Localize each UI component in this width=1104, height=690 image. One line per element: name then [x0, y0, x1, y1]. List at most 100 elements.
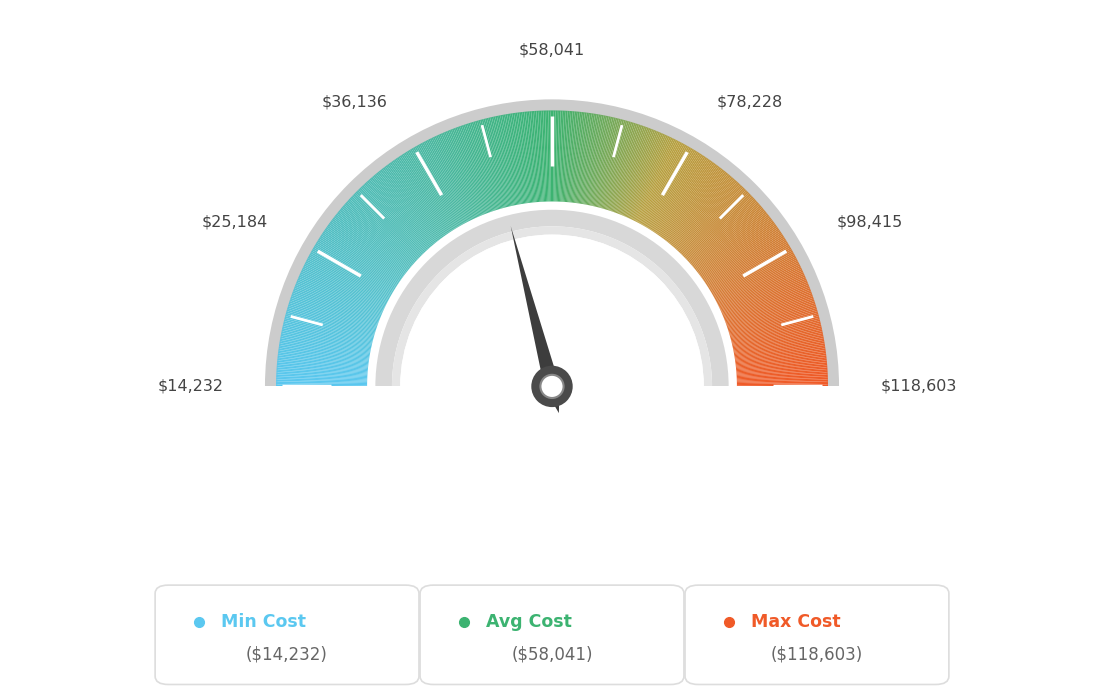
Wedge shape — [560, 110, 566, 201]
Wedge shape — [714, 255, 796, 299]
Wedge shape — [704, 230, 781, 282]
Wedge shape — [574, 112, 586, 203]
Wedge shape — [690, 203, 760, 264]
Wedge shape — [481, 119, 506, 208]
Wedge shape — [587, 116, 607, 205]
Wedge shape — [575, 112, 588, 203]
Wedge shape — [631, 137, 672, 220]
Wedge shape — [446, 131, 481, 216]
Wedge shape — [729, 303, 816, 331]
Wedge shape — [637, 141, 680, 223]
Wedge shape — [682, 190, 747, 255]
Wedge shape — [597, 119, 620, 207]
Wedge shape — [534, 111, 542, 202]
Wedge shape — [428, 139, 470, 221]
Wedge shape — [285, 315, 373, 339]
Wedge shape — [374, 174, 434, 245]
Wedge shape — [283, 326, 372, 347]
Wedge shape — [509, 114, 524, 204]
Wedge shape — [692, 206, 763, 267]
Wedge shape — [276, 376, 368, 381]
Wedge shape — [385, 165, 442, 239]
Wedge shape — [365, 181, 428, 250]
Wedge shape — [309, 253, 390, 298]
Wedge shape — [443, 132, 479, 217]
Wedge shape — [734, 338, 824, 355]
Wedge shape — [558, 110, 562, 201]
Wedge shape — [735, 353, 826, 366]
Wedge shape — [696, 213, 768, 271]
Wedge shape — [308, 255, 390, 299]
Wedge shape — [333, 216, 406, 273]
Wedge shape — [641, 144, 687, 225]
Wedge shape — [705, 231, 782, 284]
Wedge shape — [291, 295, 378, 326]
Wedge shape — [622, 130, 657, 215]
Wedge shape — [724, 286, 810, 320]
Wedge shape — [329, 223, 403, 277]
Wedge shape — [585, 115, 604, 205]
Wedge shape — [522, 112, 533, 203]
Wedge shape — [340, 208, 411, 268]
Wedge shape — [503, 115, 521, 204]
Wedge shape — [728, 301, 815, 331]
Wedge shape — [736, 357, 827, 368]
Wedge shape — [736, 359, 827, 369]
Wedge shape — [293, 290, 379, 323]
Wedge shape — [295, 285, 380, 319]
Wedge shape — [388, 164, 443, 238]
Wedge shape — [586, 115, 605, 205]
Wedge shape — [686, 196, 753, 260]
Wedge shape — [570, 112, 580, 202]
Wedge shape — [606, 122, 634, 210]
Wedge shape — [338, 210, 410, 269]
Wedge shape — [277, 364, 368, 373]
Wedge shape — [638, 142, 682, 224]
Wedge shape — [477, 121, 502, 208]
Wedge shape — [318, 239, 396, 288]
Wedge shape — [730, 311, 818, 337]
Wedge shape — [372, 176, 433, 246]
Wedge shape — [553, 110, 555, 201]
Wedge shape — [480, 119, 505, 208]
Wedge shape — [465, 124, 495, 211]
Wedge shape — [524, 112, 534, 202]
Wedge shape — [389, 163, 444, 237]
Wedge shape — [670, 174, 730, 245]
Wedge shape — [528, 111, 537, 202]
Wedge shape — [297, 280, 381, 316]
Wedge shape — [604, 121, 630, 209]
Wedge shape — [302, 267, 385, 308]
Wedge shape — [671, 176, 732, 246]
Wedge shape — [350, 197, 417, 261]
Wedge shape — [435, 136, 475, 219]
Wedge shape — [629, 136, 669, 219]
Wedge shape — [277, 355, 369, 366]
Wedge shape — [627, 135, 667, 218]
Wedge shape — [308, 257, 389, 300]
Wedge shape — [623, 131, 658, 216]
Wedge shape — [577, 113, 592, 204]
Wedge shape — [736, 383, 828, 385]
Wedge shape — [276, 371, 368, 377]
Wedge shape — [639, 143, 683, 224]
Wedge shape — [595, 118, 617, 207]
Wedge shape — [573, 112, 585, 203]
Wedge shape — [487, 118, 509, 207]
Wedge shape — [588, 116, 608, 206]
Wedge shape — [646, 149, 694, 228]
Wedge shape — [565, 111, 573, 202]
Wedge shape — [678, 184, 741, 252]
Wedge shape — [733, 328, 822, 348]
Wedge shape — [735, 352, 826, 364]
Wedge shape — [596, 118, 619, 207]
Wedge shape — [731, 319, 820, 343]
Wedge shape — [458, 126, 490, 213]
Wedge shape — [634, 139, 676, 221]
Wedge shape — [537, 111, 543, 201]
Wedge shape — [564, 111, 571, 202]
Wedge shape — [412, 148, 459, 227]
Wedge shape — [549, 110, 551, 201]
Wedge shape — [613, 126, 644, 212]
Wedge shape — [533, 111, 540, 202]
